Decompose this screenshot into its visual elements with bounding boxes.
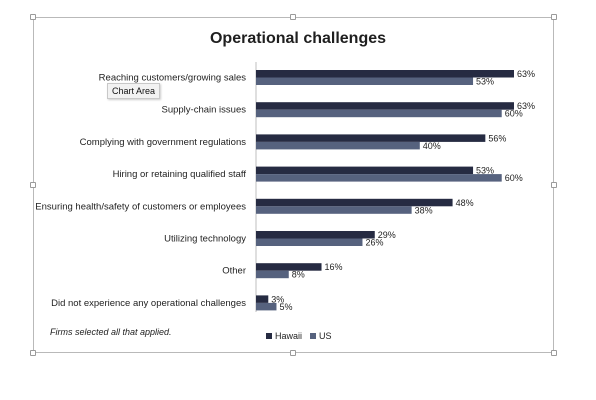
legend[interactable]: Hawaii US <box>266 331 332 341</box>
data-label-us: 38% <box>415 205 433 215</box>
legend-item-hawaii[interactable]: Hawaii <box>266 331 302 341</box>
resize-handle-top-right[interactable] <box>551 14 557 20</box>
legend-label-us: US <box>319 331 332 341</box>
category-label: Utilizing technology <box>164 234 246 245</box>
data-label-us: 53% <box>476 77 494 87</box>
data-label-hawaii: 63% <box>517 101 535 111</box>
data-label-hawaii: 53% <box>476 166 494 176</box>
bar-us-did-not-experience-any-operational-challenges <box>256 302 277 311</box>
resize-handle-top-center[interactable] <box>290 14 296 20</box>
legend-swatch-us <box>310 333 317 339</box>
data-label-us: 26% <box>365 238 383 248</box>
resize-handle-bottom-center[interactable] <box>290 350 296 356</box>
category-label: Hiring or retaining qualified staff <box>113 169 247 180</box>
bar-us-hiring-or-retaining-qualified-staff <box>256 174 502 182</box>
category-label: Ensuring health/safety of customers or e… <box>35 201 246 212</box>
bar-us-complying-with-government-regulations <box>256 141 420 150</box>
resize-handle-top-left[interactable] <box>30 14 36 20</box>
data-label-hawaii: 63% <box>517 69 535 79</box>
category-label: Other <box>222 266 246 277</box>
data-label-us: 60% <box>505 109 523 119</box>
data-label-us: 5% <box>279 302 292 312</box>
data-label-us: 40% <box>423 141 441 151</box>
resize-handle-middle-left[interactable] <box>30 182 36 188</box>
legend-label-hawaii: Hawaii <box>275 331 303 341</box>
chart-area-tooltip: Chart Area <box>107 83 161 99</box>
resize-handle-bottom-left[interactable] <box>30 350 36 356</box>
bar-hawaii-other <box>256 263 322 271</box>
category-label: Complying with government regulations <box>80 137 247 148</box>
bar-hawaii-hiring-or-retaining-qualified-staff <box>256 166 474 175</box>
bar-hawaii-supply-chain-issues <box>256 102 514 110</box>
bar-us-ensuring-health-safety-of-customers-or-employees <box>256 206 412 214</box>
data-label-hawaii: 56% <box>488 133 506 143</box>
resize-handle-middle-right[interactable] <box>551 182 557 188</box>
chart-title: Operational challenges <box>209 30 387 47</box>
bar-hawaii-ensuring-health-safety-of-customers-or-employees <box>256 198 453 207</box>
resize-handle-bottom-right[interactable] <box>551 350 557 356</box>
data-label-hawaii: 16% <box>325 262 343 272</box>
data-label-hawaii: 48% <box>456 198 474 208</box>
category-label: Supply-chain issues <box>162 105 247 116</box>
data-label-us: 8% <box>292 270 305 280</box>
bar-hawaii-utilizing-technology <box>256 231 375 239</box>
category-label: Reaching customers/growing sales <box>99 73 247 84</box>
data-label-us: 60% <box>505 173 523 183</box>
legend-item-us[interactable]: US <box>310 331 332 341</box>
bar-us-supply-chain-issues <box>256 109 502 118</box>
bar-hawaii-complying-with-government-regulations <box>256 134 486 142</box>
footnote: Firms selected all that applied. <box>50 327 172 337</box>
bar-us-utilizing-technology <box>256 238 363 246</box>
bar-us-other <box>256 270 289 279</box>
bar-us-reaching-customers-growing-sales <box>256 77 474 85</box>
data-label-hawaii: 3% <box>271 294 284 304</box>
bar-hawaii-reaching-customers-growing-sales <box>256 70 514 78</box>
bar-hawaii-did-not-experience-any-operational-challenges <box>256 295 269 303</box>
category-label: Did not experience any operational chall… <box>51 298 246 309</box>
legend-swatch-hawaii <box>266 333 272 339</box>
data-label-hawaii: 29% <box>378 230 396 240</box>
